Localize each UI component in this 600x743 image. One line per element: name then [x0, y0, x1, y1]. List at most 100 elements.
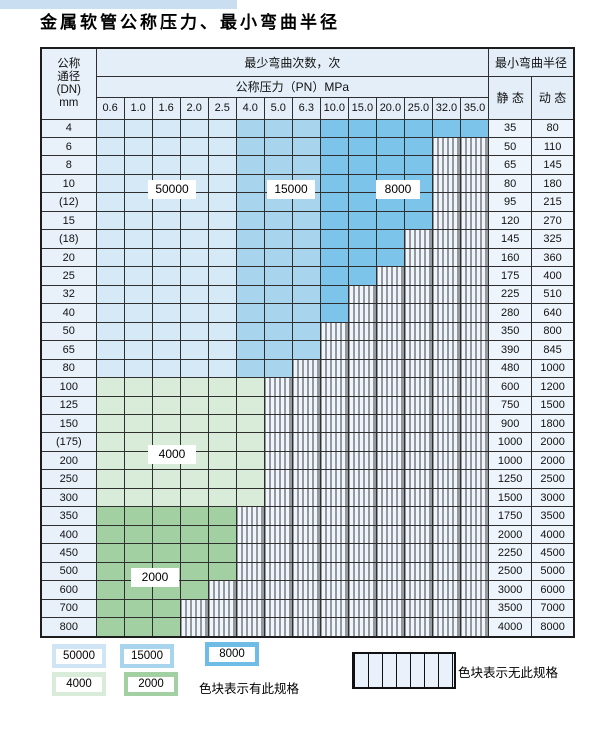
spec-cell	[151, 469, 181, 489]
dynamic-radius-cell: 845	[531, 340, 575, 360]
no-spec-cell	[319, 340, 349, 360]
spec-cell	[375, 229, 405, 249]
no-spec-cell	[431, 192, 461, 212]
no-spec-cell	[431, 303, 461, 323]
spec-cell	[123, 413, 153, 434]
dynamic-radius-cell: 2000	[531, 432, 575, 452]
spec-cell	[319, 192, 349, 212]
no-spec-cell	[403, 450, 433, 471]
no-spec-cell	[459, 561, 490, 582]
no-spec-cell	[319, 377, 349, 397]
dynamic-header: 动 态	[531, 75, 575, 120]
dn-cell: 150	[40, 413, 97, 434]
static-header: 静 态	[488, 75, 533, 120]
no-spec-cell	[263, 469, 293, 489]
no-spec-cell	[263, 450, 293, 471]
table-row: 25 175 400	[40, 266, 575, 286]
spec-cell	[207, 432, 237, 452]
no-spec-cell	[459, 617, 490, 638]
legend-swatch-8000: 8000	[205, 642, 259, 666]
spec-cell	[207, 524, 237, 545]
no-spec-cell	[403, 229, 433, 249]
no-spec-cell	[375, 377, 405, 397]
dn-cell: 6	[40, 136, 97, 157]
dn-cell: 50	[40, 321, 97, 342]
spec-cell	[291, 303, 321, 323]
table-row: 450 2250 4500	[40, 543, 575, 563]
spec-cell	[207, 303, 237, 323]
no-spec-cell	[459, 358, 490, 379]
no-spec-cell	[319, 450, 349, 471]
spec-cell	[207, 377, 237, 397]
spec-cell	[235, 321, 265, 342]
spec-cell	[95, 469, 125, 489]
pressure-col-header: 20.0	[375, 96, 405, 120]
spec-cell	[235, 118, 265, 138]
no-spec-cell	[403, 321, 433, 342]
spec-cell	[207, 210, 237, 231]
spec-cell	[179, 284, 209, 305]
no-spec-cell	[375, 266, 405, 286]
no-spec-cell	[403, 543, 433, 563]
spec-cell	[95, 561, 125, 582]
spec-cell	[95, 192, 125, 212]
no-spec-cell	[459, 580, 490, 600]
no-spec-cell	[403, 284, 433, 305]
spec-cell	[263, 284, 293, 305]
spec-cell	[347, 118, 377, 138]
no-spec-cell	[403, 580, 433, 600]
static-radius-cell: 65	[488, 155, 533, 175]
spec-cell	[95, 118, 125, 138]
dn-cell: 25	[40, 266, 97, 286]
table-row: 125 750 1500	[40, 395, 575, 416]
spec-cell	[291, 247, 321, 268]
spec-cell	[95, 543, 125, 563]
no-spec-cell	[347, 450, 377, 471]
table-row: (18) 145 325	[40, 229, 575, 249]
dn-cell: 32	[40, 284, 97, 305]
dn-cell: 10	[40, 173, 97, 194]
no-spec-cell	[375, 469, 405, 489]
spec-cell	[123, 136, 153, 157]
spec-cell	[207, 229, 237, 249]
spec-cell	[123, 487, 153, 508]
dn-cell: 65	[40, 340, 97, 360]
legend-swatch-50000: 50000	[52, 644, 106, 668]
no-spec-cell	[375, 561, 405, 582]
cycles-zone-label-4000: 4000	[148, 445, 196, 464]
cycles-zone-label-15000: 15000	[267, 180, 315, 199]
table-row: 100 600 1200	[40, 377, 575, 397]
static-radius-cell: 120	[488, 210, 533, 231]
no-spec-cell	[403, 358, 433, 379]
table-row: 15 120 270	[40, 210, 575, 231]
static-radius-cell: 390	[488, 340, 533, 360]
spec-cell	[179, 395, 209, 416]
no-spec-cell	[291, 413, 321, 434]
no-spec-cell	[263, 487, 293, 508]
dynamic-radius-cell: 145	[531, 155, 575, 175]
no-spec-cell	[375, 506, 405, 526]
no-spec-cell	[459, 413, 490, 434]
no-spec-cell	[459, 487, 490, 508]
spec-cell	[291, 155, 321, 175]
no-spec-cell	[459, 210, 490, 231]
table-row: 32 225 510	[40, 284, 575, 305]
spec-table: 公称 通径 (DN) mm 最少弯曲次数，次 最小弯曲半径 公称压力（PN）MPa 静 态动 …	[40, 47, 575, 638]
legend-swatch-15000: 15000	[120, 644, 174, 668]
dynamic-radius-cell: 80	[531, 118, 575, 138]
spec-cell	[179, 321, 209, 342]
spec-cell	[95, 173, 125, 194]
dn-cell: 400	[40, 524, 97, 545]
dn-cell: (12)	[40, 192, 97, 212]
no-spec-cell	[263, 432, 293, 452]
static-radius-cell: 1000	[488, 450, 533, 471]
no-spec-cell	[263, 506, 293, 526]
spec-cell	[235, 266, 265, 286]
no-spec-cell	[263, 561, 293, 582]
legend-swatch-label: 8000	[209, 646, 255, 662]
spec-cell	[207, 155, 237, 175]
no-spec-cell	[459, 432, 490, 452]
no-spec-cell	[431, 284, 461, 305]
dynamic-radius-cell: 400	[531, 266, 575, 286]
spec-cell	[319, 118, 349, 138]
